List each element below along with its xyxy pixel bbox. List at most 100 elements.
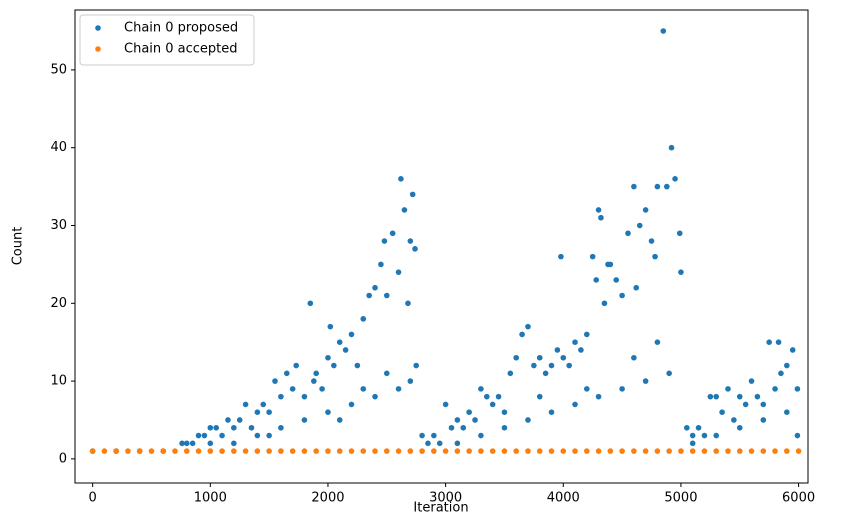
y-tick-label: 40	[50, 140, 67, 155]
point	[589, 253, 596, 260]
point	[689, 440, 696, 447]
point	[409, 191, 416, 198]
point	[536, 393, 543, 400]
point	[342, 347, 349, 353]
point	[713, 432, 720, 439]
point	[642, 448, 649, 454]
point	[183, 448, 190, 454]
point	[348, 401, 355, 408]
point	[431, 432, 437, 439]
point	[336, 339, 343, 345]
point	[348, 448, 355, 454]
point	[642, 378, 649, 384]
point	[584, 386, 590, 392]
point	[584, 448, 590, 454]
legend-marker	[95, 25, 101, 31]
point	[766, 339, 772, 345]
point	[372, 393, 378, 400]
point	[595, 207, 602, 213]
point	[383, 370, 390, 377]
point	[266, 409, 272, 416]
point	[495, 393, 502, 400]
point	[327, 323, 334, 330]
point	[301, 417, 308, 423]
point	[794, 432, 801, 439]
point	[413, 362, 420, 369]
point	[736, 393, 743, 400]
point	[513, 448, 520, 454]
point	[666, 448, 672, 454]
point	[672, 176, 678, 182]
x-tick-label: 0	[89, 491, 97, 506]
x-tick-label: 2000	[311, 491, 344, 506]
point	[336, 448, 343, 454]
point	[407, 238, 414, 244]
point	[684, 424, 690, 431]
point	[395, 386, 402, 392]
point	[436, 440, 443, 447]
point	[278, 448, 284, 454]
point	[254, 432, 261, 439]
point	[536, 354, 543, 361]
point	[372, 448, 378, 454]
point	[383, 292, 390, 299]
point	[195, 432, 202, 439]
point	[619, 448, 625, 454]
x-axis-label: Iteration	[413, 501, 468, 516]
point	[466, 448, 472, 454]
point	[725, 448, 731, 454]
plot-frame	[74, 9, 809, 484]
y-axis-label: Count	[11, 227, 26, 266]
point	[676, 230, 683, 237]
point	[278, 393, 284, 400]
point	[336, 417, 343, 423]
point	[678, 269, 684, 275]
point	[678, 448, 684, 454]
legend-label: Chain 0 proposed	[124, 21, 238, 36]
point	[219, 432, 225, 439]
point	[360, 448, 367, 454]
point	[183, 440, 190, 447]
point	[531, 362, 537, 369]
point	[784, 448, 790, 454]
point	[789, 347, 796, 353]
point	[381, 238, 388, 244]
point	[189, 440, 196, 447]
y-tick-label: 30	[50, 218, 67, 233]
point	[366, 292, 372, 299]
point	[431, 448, 437, 454]
point	[331, 362, 337, 369]
point	[101, 448, 108, 454]
point	[395, 269, 402, 275]
point	[207, 424, 214, 431]
point	[501, 409, 508, 416]
point	[701, 448, 708, 454]
point	[425, 440, 431, 447]
point	[536, 448, 543, 454]
point	[289, 448, 296, 454]
point	[466, 409, 472, 416]
point	[398, 176, 404, 182]
point	[448, 424, 455, 431]
point	[219, 448, 225, 454]
point	[593, 277, 600, 283]
point	[607, 448, 614, 454]
point	[795, 448, 802, 454]
point	[248, 424, 255, 431]
point	[689, 448, 696, 454]
point	[668, 144, 675, 151]
point	[213, 424, 219, 431]
point	[572, 339, 578, 345]
point	[266, 432, 272, 439]
point	[231, 448, 237, 454]
legend-box	[79, 14, 255, 66]
point	[772, 386, 778, 392]
point	[389, 230, 396, 237]
point	[595, 448, 602, 454]
point	[489, 448, 496, 454]
x-tick-label: 4000	[547, 491, 580, 506]
point	[654, 339, 661, 345]
point	[595, 393, 602, 400]
point	[778, 370, 784, 377]
